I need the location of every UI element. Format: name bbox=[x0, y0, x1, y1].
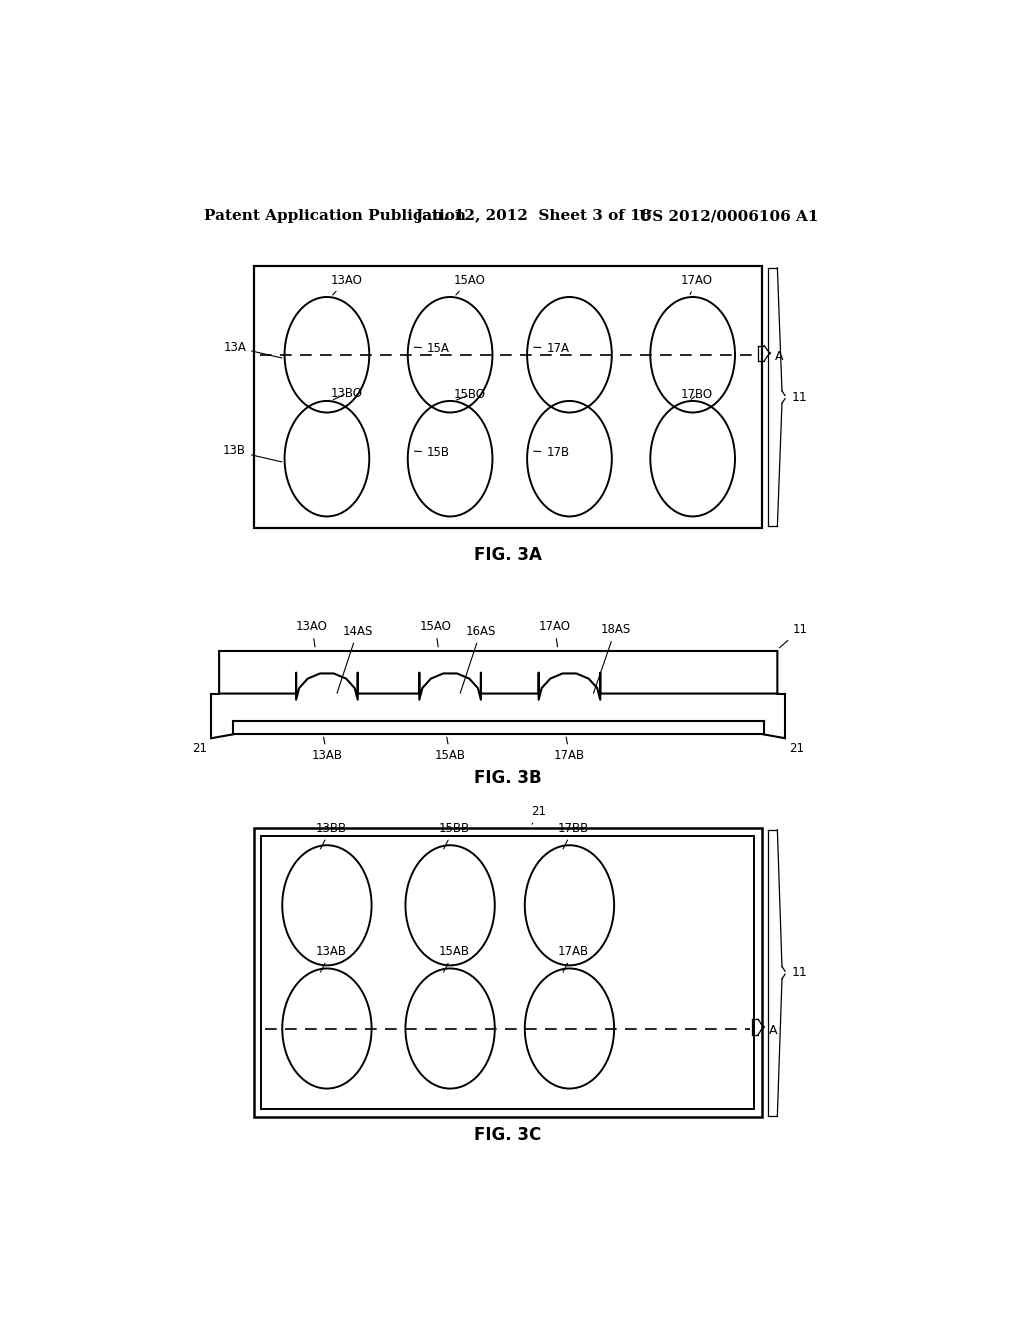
Text: 13AO: 13AO bbox=[331, 273, 362, 294]
Text: 13BB: 13BB bbox=[315, 822, 346, 849]
Text: 17AO: 17AO bbox=[539, 620, 570, 647]
Text: 14AS: 14AS bbox=[337, 624, 373, 693]
Text: FIG. 3B: FIG. 3B bbox=[474, 770, 542, 787]
Text: Jan. 12, 2012  Sheet 3 of 18: Jan. 12, 2012 Sheet 3 of 18 bbox=[416, 209, 652, 223]
Text: 21: 21 bbox=[193, 742, 207, 755]
Text: 11: 11 bbox=[779, 623, 808, 648]
Text: 17AB: 17AB bbox=[554, 737, 585, 763]
Text: Patent Application Publication: Patent Application Publication bbox=[204, 209, 466, 223]
Text: FIG. 3A: FIG. 3A bbox=[474, 546, 542, 564]
Text: 15AO: 15AO bbox=[419, 620, 452, 647]
Text: 17BO: 17BO bbox=[681, 388, 714, 401]
Text: 17AO: 17AO bbox=[681, 273, 713, 294]
Text: 15BB: 15BB bbox=[438, 822, 470, 849]
Text: 15AB: 15AB bbox=[438, 945, 470, 972]
Text: 17A: 17A bbox=[534, 342, 569, 355]
Text: 15A: 15A bbox=[415, 342, 450, 355]
Text: 15AB: 15AB bbox=[435, 737, 466, 763]
Text: 16AS: 16AS bbox=[460, 624, 496, 693]
Text: 17B: 17B bbox=[534, 446, 569, 459]
Text: FIG. 3C: FIG. 3C bbox=[474, 1126, 542, 1143]
Text: 17BB: 17BB bbox=[558, 822, 589, 849]
Text: 13A: 13A bbox=[223, 341, 282, 358]
Text: 15AO: 15AO bbox=[454, 273, 485, 294]
Text: 21: 21 bbox=[531, 805, 546, 824]
Text: 17AB: 17AB bbox=[558, 945, 589, 972]
Text: 15BO: 15BO bbox=[454, 388, 486, 401]
Text: A: A bbox=[769, 1023, 777, 1036]
Text: 13AB: 13AB bbox=[311, 737, 342, 763]
Text: 13BO: 13BO bbox=[331, 387, 362, 400]
Text: 21: 21 bbox=[790, 742, 804, 755]
Text: 11: 11 bbox=[792, 391, 807, 404]
Text: 13AB: 13AB bbox=[315, 945, 346, 972]
Text: 11: 11 bbox=[792, 966, 807, 979]
Text: 13B: 13B bbox=[223, 445, 282, 462]
Text: A: A bbox=[775, 350, 783, 363]
Text: 18AS: 18AS bbox=[594, 623, 631, 693]
Text: 15B: 15B bbox=[415, 446, 450, 459]
Text: 13AO: 13AO bbox=[296, 620, 328, 647]
Text: US 2012/0006106 A1: US 2012/0006106 A1 bbox=[639, 209, 818, 223]
